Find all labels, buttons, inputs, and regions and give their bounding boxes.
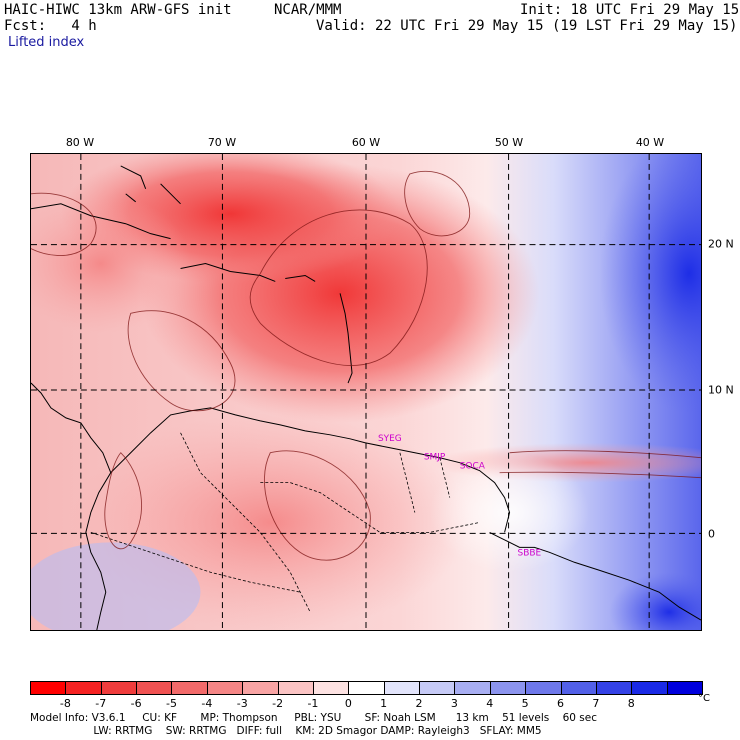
contours: [31, 170, 701, 561]
coastlines: [31, 165, 701, 630]
colorbar-label: -4: [201, 697, 213, 710]
coastline-puerto-rico: [285, 274, 316, 282]
colorbar-label: 0: [344, 697, 352, 710]
colorbar-box: [666, 681, 703, 695]
colorbar-label: 6: [557, 697, 565, 710]
colorbar-label: 2: [415, 697, 423, 710]
colorbar-box: [136, 681, 173, 695]
station-syeg: SYEG: [378, 434, 402, 444]
coastline-amazon-delta: [489, 531, 701, 621]
lat-label-20n: 20 N: [708, 237, 734, 251]
init-time: Init: 18 UTC Fri 29 May 15: [520, 2, 740, 18]
coastline-cuba: [31, 203, 171, 240]
station-soca: SOCA: [460, 462, 486, 472]
colorbar-unit: °C: [698, 693, 710, 704]
colorbar-box: [312, 681, 350, 695]
lat-label-10n: 10 N: [708, 383, 734, 397]
forecast-hour: Fcst: 4 h: [4, 18, 97, 34]
colorbar-box: [65, 681, 102, 695]
lon-label-70w: 70 W: [207, 136, 237, 149]
colorbar-box: [419, 681, 456, 695]
colorbar-box: [171, 681, 208, 695]
colorbar-box: [206, 681, 244, 695]
colorbar-box: [348, 681, 385, 695]
station-smjp: SMJP: [424, 453, 446, 463]
colorbar-label: -5: [165, 697, 177, 710]
colorbar-label: 3: [450, 697, 458, 710]
colorbar-label: 8: [627, 697, 635, 710]
colorbar-label: -1: [307, 697, 319, 710]
colorbar-box: [560, 681, 597, 695]
coastline-central-america: [31, 382, 112, 630]
colorbar-box: [242, 681, 279, 695]
colorbar-box: [631, 681, 668, 695]
country-borders: [90, 432, 480, 613]
colorbar-label: -2: [272, 697, 284, 710]
instability-band-west: [31, 193, 191, 334]
lon-label-40w: 40 W: [635, 136, 665, 149]
colorbar-box: [525, 681, 562, 695]
coastline-guianas: [364, 442, 511, 533]
valid-time: Valid: 22 UTC Fri 29 May 15 (19 LST Fri …: [316, 18, 738, 34]
colorbar-box: [595, 681, 633, 695]
colorbar-label: 7: [592, 697, 600, 710]
colorbar-label: -8: [59, 697, 71, 710]
colorbar-box: [489, 681, 527, 695]
colorbar-box: [383, 681, 421, 695]
lat-lon-grid: [31, 154, 701, 630]
field-name: Lifted index: [8, 35, 85, 50]
lifted-index-map: SYEG SMJP SOCA SBBE: [30, 153, 702, 631]
colorbar-label: -3: [236, 697, 248, 710]
model-title: HAIC-HIWC 13km ARW-GFS init: [4, 2, 232, 18]
colorbar-label: 4: [486, 697, 494, 710]
colorbar-label: 1: [380, 697, 388, 710]
coastline-lesser-antilles: [339, 293, 353, 384]
stable-core-southeast: [609, 572, 701, 630]
lat-label-0: 0: [708, 527, 715, 541]
colorbar-label: -6: [130, 697, 142, 710]
colorbar-box: [30, 681, 67, 695]
model-info-line1: Model Info: V3.6.1 CU: KF MP: Thompson P…: [30, 712, 597, 724]
stable-core-east: [599, 154, 701, 413]
org-label: NCAR/MMM: [274, 2, 342, 18]
colorbar-box: [277, 681, 314, 695]
station-sbbe: SBBE: [518, 548, 542, 558]
colorbar-label: -7: [95, 697, 107, 710]
colorbar-box: [454, 681, 491, 695]
coastline-south-america-north: [110, 407, 366, 474]
colorbar-label: 5: [521, 697, 529, 710]
lon-label-80w: 80 W: [65, 136, 95, 149]
stable-patch-south: [31, 542, 201, 630]
model-info-line2: LW: RRTMG SW: RRTMG DIFF: full KM: 2D Sm…: [30, 725, 542, 737]
lon-label-50w: 50 W: [494, 136, 524, 149]
coastline-bahamas: [120, 165, 181, 205]
colorbar-box: [100, 681, 138, 695]
lon-label-60w: 60 W: [351, 136, 381, 149]
coastline-hispaniola: [180, 263, 276, 282]
